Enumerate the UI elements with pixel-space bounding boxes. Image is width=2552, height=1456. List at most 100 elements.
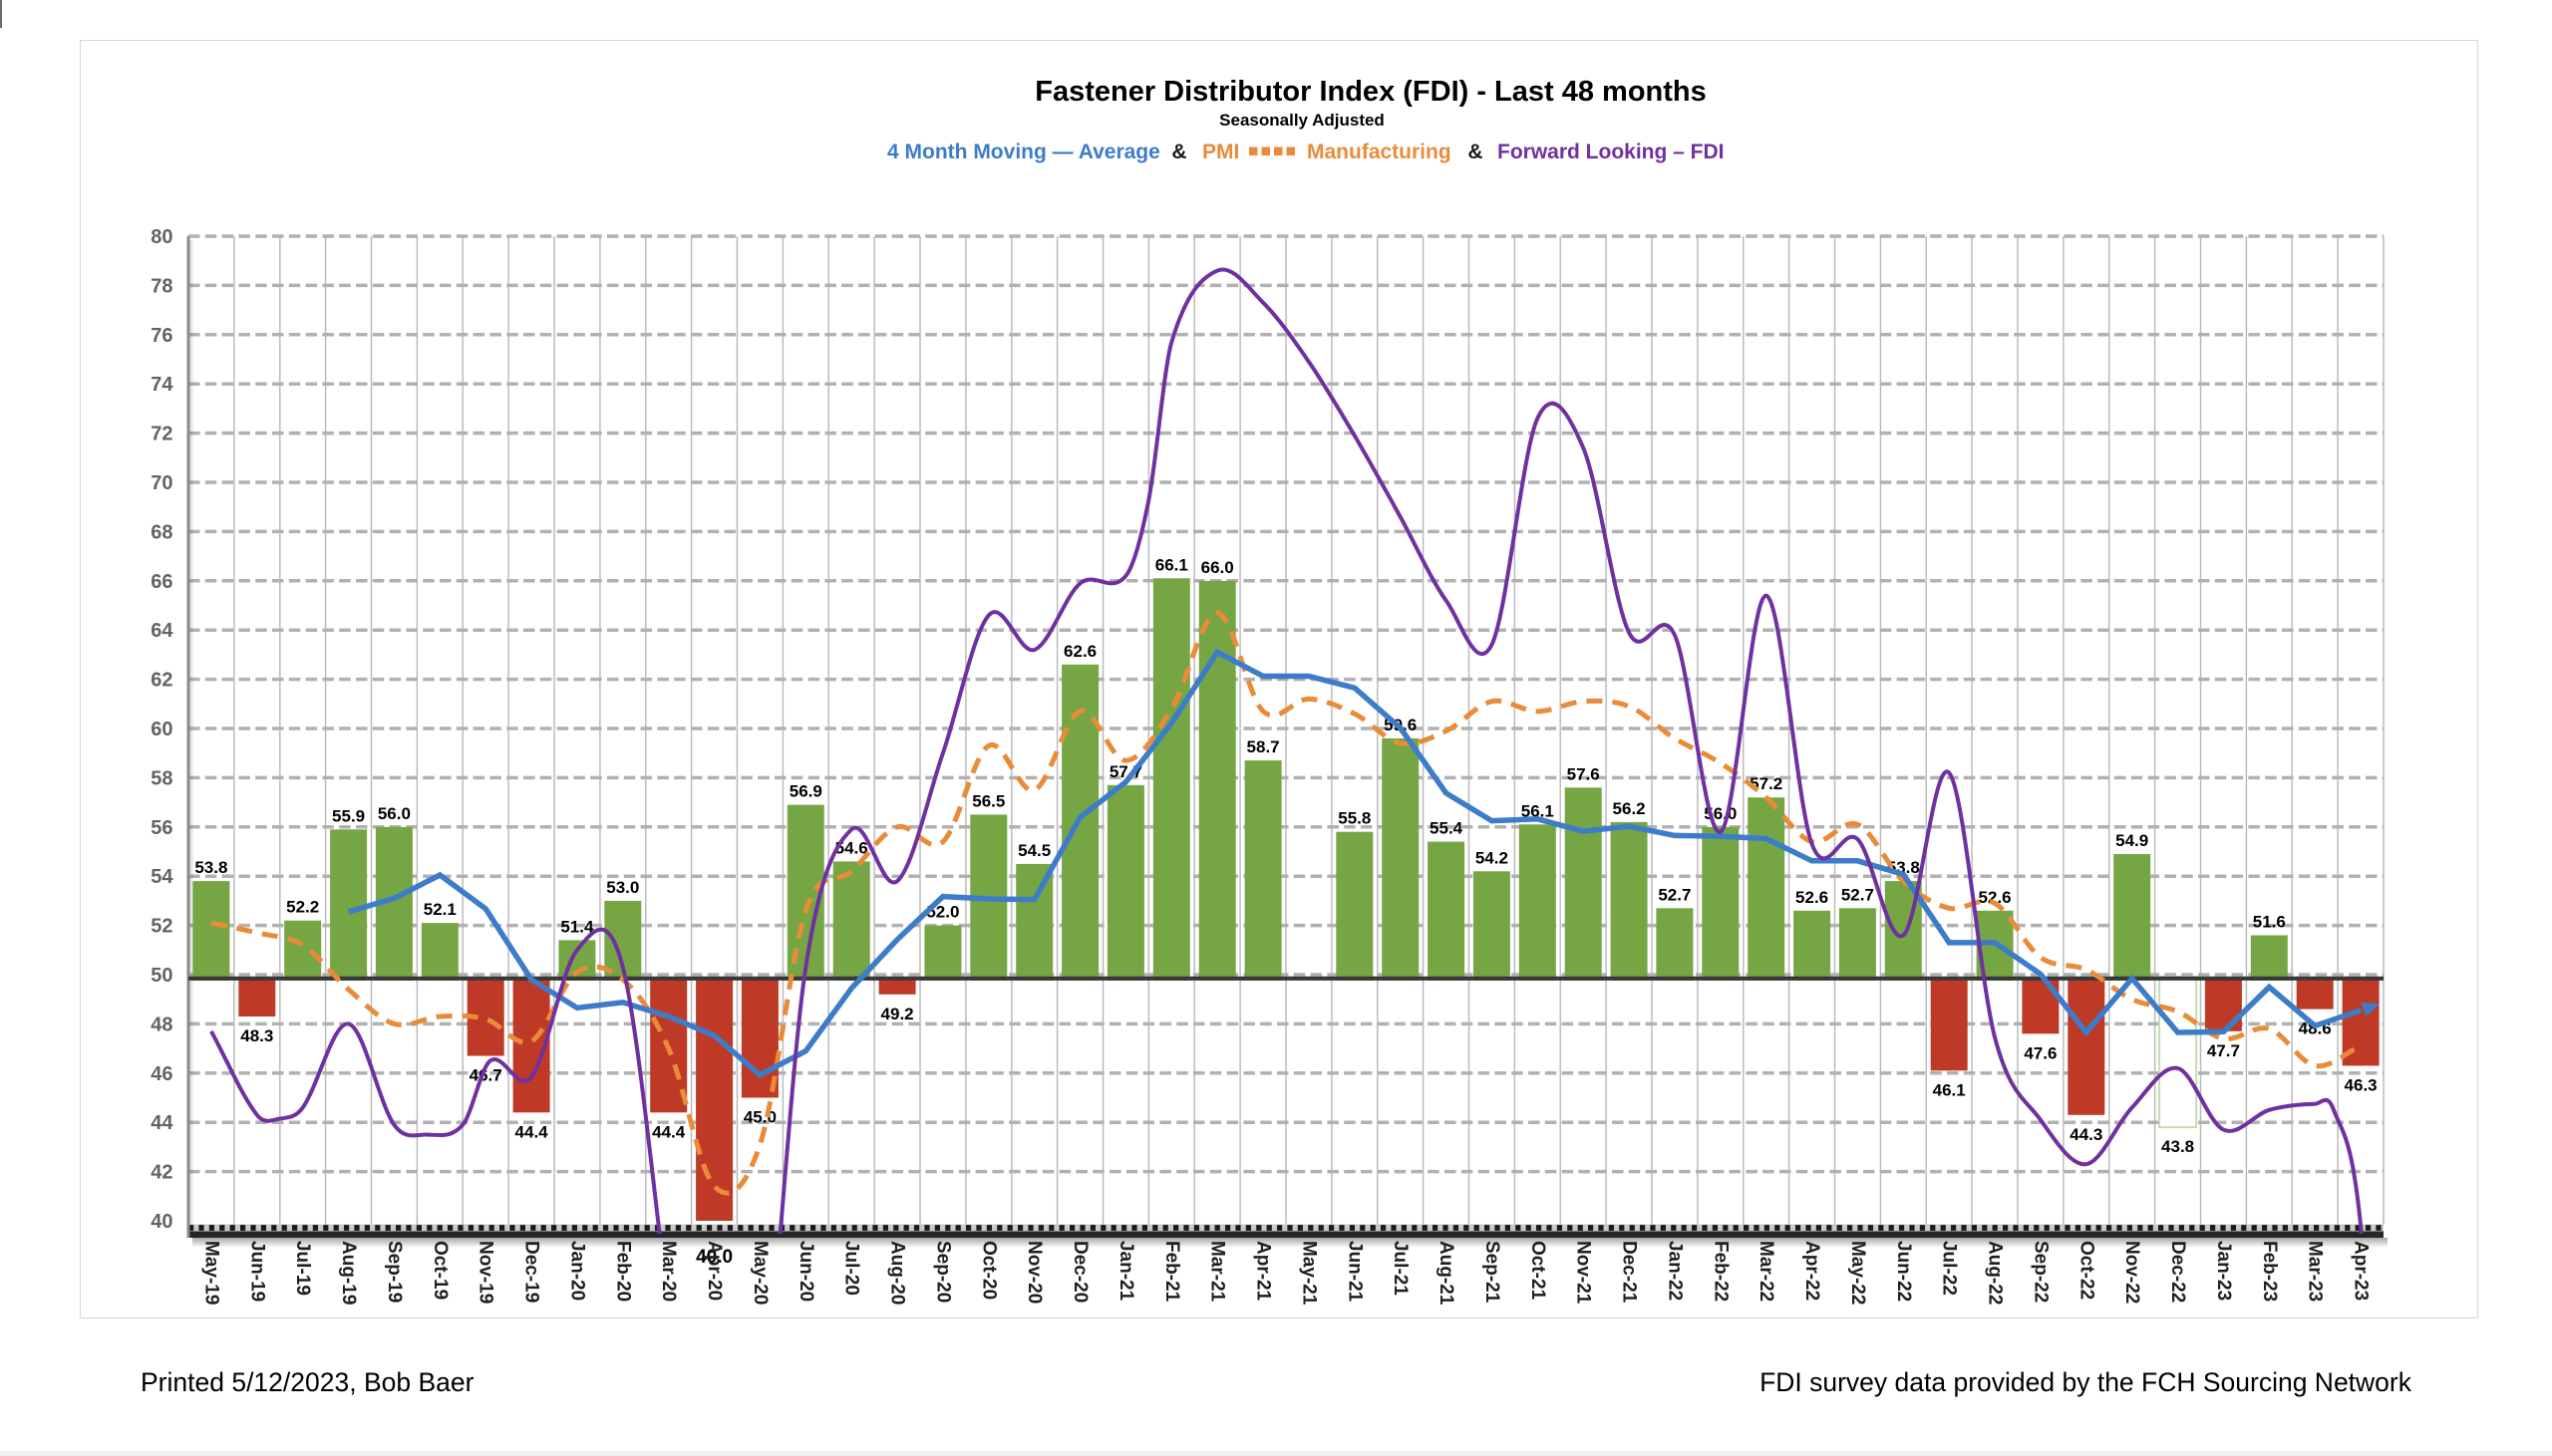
svg-text:&: &	[1467, 141, 1482, 163]
svg-text:Nov-21: Nov-21	[1573, 1241, 1594, 1305]
svg-text:68: 68	[151, 521, 172, 543]
svg-text:Jun-21: Jun-21	[1344, 1241, 1365, 1303]
svg-text:Nov-22: Nov-22	[2121, 1241, 2142, 1304]
svg-text:Jun-19: Jun-19	[246, 1241, 267, 1302]
svg-text:Nov-20: Nov-20	[1024, 1241, 1045, 1304]
svg-text:May-19: May-19	[200, 1241, 221, 1305]
svg-text:66.0: 66.0	[1201, 558, 1234, 577]
svg-text:56.1: 56.1	[1521, 801, 1554, 820]
svg-text:Oct-22: Oct-22	[2075, 1241, 2096, 1300]
svg-text:Sep-20: Sep-20	[932, 1241, 953, 1303]
svg-text:Aug-21: Aug-21	[1436, 1241, 1456, 1306]
svg-text:Jul-19: Jul-19	[292, 1241, 313, 1296]
svg-text:54.6: 54.6	[835, 838, 868, 857]
svg-text:46.1: 46.1	[1933, 1080, 1966, 1099]
svg-text:Dec-20: Dec-20	[1070, 1241, 1091, 1303]
svg-text:54: 54	[151, 866, 173, 888]
svg-text:Feb-20: Feb-20	[612, 1241, 633, 1302]
svg-text:56.9: 56.9	[790, 782, 822, 801]
svg-text:Jun-20: Jun-20	[796, 1241, 816, 1302]
svg-text:56.2: 56.2	[1613, 799, 1646, 818]
svg-text:56.0: 56.0	[378, 804, 411, 823]
svg-text:58.7: 58.7	[1247, 737, 1280, 756]
svg-text:44.4: 44.4	[652, 1122, 686, 1141]
svg-text:52.7: 52.7	[1841, 885, 1874, 904]
svg-text:50: 50	[151, 965, 172, 987]
svg-text:66: 66	[151, 571, 172, 593]
svg-text:Mar-20: Mar-20	[658, 1241, 679, 1302]
svg-text:Apr-22: Apr-22	[1801, 1241, 1822, 1301]
svg-text:Seasonally Adjusted: Seasonally Adjusted	[1219, 111, 1385, 130]
svg-text:52.2: 52.2	[286, 898, 319, 917]
svg-text:49.2: 49.2	[881, 1005, 914, 1023]
svg-text:80: 80	[151, 226, 172, 248]
svg-text:46.7: 46.7	[470, 1066, 502, 1085]
svg-text:48.3: 48.3	[240, 1026, 273, 1045]
svg-text:Fastener Distributor Index (FD: Fastener Distributor Index (FDI) - Last …	[1035, 76, 1707, 108]
svg-text:Oct-19: Oct-19	[430, 1241, 451, 1300]
svg-text:60: 60	[151, 719, 172, 740]
svg-text:46.3: 46.3	[2345, 1075, 2378, 1094]
svg-text:66.1: 66.1	[1155, 555, 1188, 574]
svg-text:48: 48	[151, 1014, 172, 1035]
svg-text:45.0: 45.0	[744, 1108, 777, 1127]
svg-text:74: 74	[151, 374, 173, 396]
svg-text:Jul-21: Jul-21	[1390, 1241, 1411, 1296]
svg-text:Manufacturing: Manufacturing	[1307, 141, 1451, 163]
svg-text:May-20: May-20	[750, 1241, 771, 1305]
svg-text:Jan-21: Jan-21	[1116, 1241, 1136, 1302]
svg-text:Apr-21: Apr-21	[1253, 1241, 1274, 1302]
svg-text:52.1: 52.1	[424, 900, 457, 919]
svg-text:78: 78	[151, 275, 172, 297]
svg-text:51.6: 51.6	[2253, 913, 2286, 932]
svg-text:64: 64	[151, 620, 173, 642]
svg-text:Jan-20: Jan-20	[566, 1241, 587, 1301]
svg-text:Aug-20: Aug-20	[887, 1241, 908, 1305]
svg-text:40.0: 40.0	[696, 1247, 733, 1268]
svg-text:56.5: 56.5	[972, 791, 1005, 810]
svg-text:Apr-20: Apr-20	[704, 1241, 725, 1301]
svg-text:Sep-21: Sep-21	[1481, 1241, 1502, 1304]
svg-text:44.3: 44.3	[2070, 1125, 2102, 1144]
svg-text:52.7: 52.7	[1658, 885, 1691, 904]
svg-text:Aug-22: Aug-22	[1985, 1241, 2006, 1305]
svg-text:Forward Looking – FDI: Forward Looking – FDI	[1497, 141, 1725, 163]
svg-text:55.9: 55.9	[332, 806, 365, 825]
svg-text:44.4: 44.4	[515, 1122, 549, 1141]
svg-text:May-21: May-21	[1298, 1241, 1319, 1306]
svg-text:70: 70	[151, 472, 172, 494]
svg-text:53.0: 53.0	[606, 878, 639, 897]
svg-text:54.5: 54.5	[1018, 841, 1051, 860]
svg-text:Jan-23: Jan-23	[2213, 1241, 2234, 1301]
svg-text:&: &	[1171, 141, 1186, 163]
svg-text:PMI: PMI	[1202, 141, 1239, 163]
svg-text:May-22: May-22	[1847, 1241, 1868, 1305]
svg-text:40: 40	[151, 1211, 172, 1233]
svg-text:47.7: 47.7	[2207, 1041, 2240, 1060]
svg-text:Mar-22: Mar-22	[1755, 1241, 1776, 1302]
svg-text:52.6: 52.6	[1979, 888, 2012, 907]
svg-text:54.2: 54.2	[1475, 848, 1508, 867]
svg-text:Sep-22: Sep-22	[2030, 1241, 2051, 1303]
svg-text:Dec-22: Dec-22	[2167, 1241, 2188, 1303]
svg-text:62: 62	[151, 670, 172, 692]
svg-text:43.8: 43.8	[2161, 1137, 2194, 1156]
svg-text:47.6: 47.6	[2024, 1043, 2057, 1062]
svg-text:4 Month Moving — Average: 4 Month Moving — Average	[887, 141, 1160, 163]
svg-text:Dec-19: Dec-19	[521, 1241, 542, 1303]
svg-text:76: 76	[151, 325, 172, 347]
svg-text:56: 56	[151, 817, 172, 839]
svg-text:72: 72	[151, 424, 172, 445]
svg-text:Oct-20: Oct-20	[978, 1241, 999, 1300]
svg-text:52: 52	[151, 916, 172, 938]
svg-text:57.6: 57.6	[1567, 764, 1600, 783]
svg-text:54.9: 54.9	[2115, 831, 2148, 850]
svg-text:52.6: 52.6	[1795, 888, 1828, 907]
svg-text:53.8: 53.8	[194, 858, 227, 877]
svg-text:58: 58	[151, 767, 172, 789]
svg-text:55.4: 55.4	[1430, 819, 1463, 838]
svg-text:51.4: 51.4	[560, 917, 594, 936]
svg-text:44: 44	[151, 1112, 173, 1134]
svg-text:46: 46	[151, 1063, 172, 1085]
svg-text:Dec-21: Dec-21	[1619, 1241, 1640, 1304]
